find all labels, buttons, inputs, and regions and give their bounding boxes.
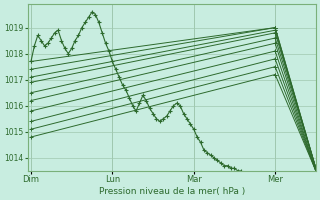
X-axis label: Pression niveau de la mer( hPa ): Pression niveau de la mer( hPa ) — [99, 187, 245, 196]
